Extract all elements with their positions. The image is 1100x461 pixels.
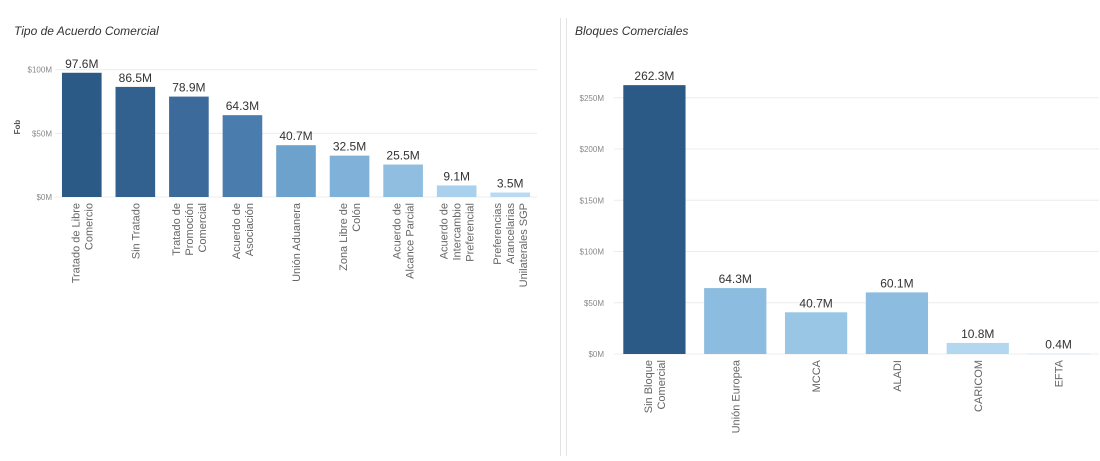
y-tick-label: $100M [28,66,53,75]
data-label: 40.7M [279,129,312,143]
bar [383,164,423,197]
y-axis-title: Fob [13,120,22,135]
data-label: 78.9M [172,81,205,95]
x-tick-label: Tratado de Libre [70,203,82,283]
x-tick-label: ALADI [892,360,904,392]
data-label: 97.6M [65,57,98,71]
bar [169,96,209,197]
x-tick-label: Sin Bloque [643,360,655,413]
y-tick-label: $250M [580,94,605,103]
chart-title: Tipo de Acuerdo Comercial [14,24,159,38]
panel-divider [560,18,561,456]
y-tick-label: $50M [32,129,52,138]
data-label: 25.5M [386,149,419,163]
data-label: 40.7M [799,296,832,310]
bar [704,288,767,354]
x-tick-label: Preferencias [492,203,504,265]
bar [436,185,477,197]
x-tick-label: MCCA [811,359,823,392]
bar [222,115,263,197]
bar [329,155,370,197]
x-tick-label: Promoción [184,203,196,256]
y-tick-label: $0M [588,350,604,359]
x-tick-label: EFTA [1054,359,1066,387]
chart-panel-bloques: Bloques Comerciales $0M $50M $100M $150M $20… [567,0,1100,456]
bar [115,86,156,197]
x-tick-label: Acuerdo de [439,203,451,259]
bar [276,145,316,197]
panel-divider [566,18,567,456]
data-label: 9.1M [443,169,470,183]
y-tick-label: $0M [36,193,52,202]
bar [1027,353,1090,355]
data-label: 10.8M [961,327,994,341]
x-tick-label: Preferencial [465,203,477,262]
x-tick-label: Comercial [197,203,209,253]
data-label: 64.3M [226,99,259,113]
x-tick-label: Alcance Parcial [405,203,417,279]
x-tick-label: Comercio [83,203,95,250]
x-tick-label: Unión Europea [730,359,742,433]
bar [784,312,848,354]
bar [865,292,929,354]
x-tick-label: Colón [351,203,363,232]
y-tick-label: $150M [580,196,605,205]
x-tick-label: Comercial [656,360,668,410]
data-label: 3.5M [497,177,524,191]
x-tick-label: Sin Tratado [130,203,142,259]
data-label: 86.5M [119,71,152,85]
x-tick-label: Acuerdo de [392,203,404,259]
chart-panel-tipo-acuerdo: Tipo de Acuerdo Comercial $0M $50M $100M Fo… [13,24,537,287]
x-tick-label: Tratado de [171,203,183,256]
bar [61,72,102,197]
chart-title: Bloques Comerciales [575,24,689,38]
x-tick-label: Acuerdo de [231,203,243,259]
x-tick-label: Intercambio [452,203,464,260]
data-label: 32.5M [333,140,366,154]
bar [946,342,1009,354]
x-tick-label: Zona Libre de [338,203,350,271]
x-tick-label: CARICOM [973,360,985,412]
bar [623,85,686,354]
x-tick-label: Arancelarias [505,203,517,265]
bar [490,192,531,197]
y-tick-label: $100M [580,248,605,257]
x-tick-label: Unión Aduanera [291,202,303,282]
x-tick-label: Asociación [244,203,256,256]
x-tick-label: Unilaterales SGP [518,203,530,287]
y-tick-label: $200M [580,145,605,154]
bar-chart-bloques: $0M $50M $100M $150M $200M $250M 262.3M Sin Blo… [580,69,1099,433]
data-label: 0.4M [1045,338,1072,352]
y-tick-label: $50M [584,299,604,308]
data-label: 60.1M [880,276,913,290]
data-label: 64.3M [719,272,752,286]
data-label: 262.3M [634,69,674,83]
